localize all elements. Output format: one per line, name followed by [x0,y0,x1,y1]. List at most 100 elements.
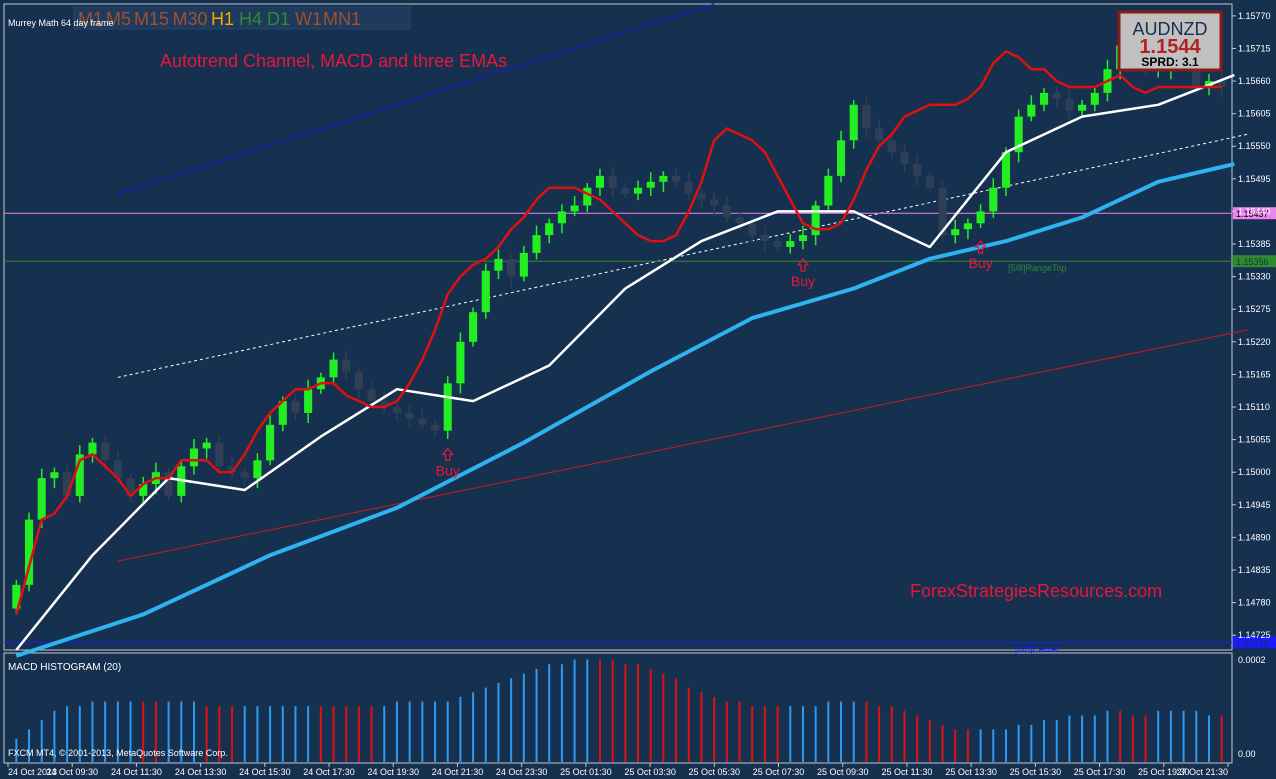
y-tick-label: 1.15330 [1238,272,1271,282]
candle-body [1014,116,1023,153]
symbol-name: AUDNZD [1133,19,1208,39]
x-tick-label: 24 Oct 11:30 [111,767,162,777]
candle-body [1027,104,1036,117]
candle-body [469,312,478,342]
candle-body [88,442,97,455]
y-tick-label: 1.14835 [1238,565,1271,575]
symbol-price: 1.1544 [1139,36,1201,58]
x-tick-label: 24 Oct 13:30 [175,767,227,777]
candle-body [50,472,59,479]
candle-body [227,466,237,473]
candle-body [519,252,528,277]
x-tick-label: 24 Oct 19:30 [367,767,419,777]
candle-body [646,181,655,188]
timeframe-m15: M15 [134,9,169,29]
candle-body [583,187,592,206]
candle-body [63,472,72,496]
level-tag-text: 1.15437 [1236,209,1269,219]
murrey-label: [4/8]Center [1015,644,1060,654]
y-tick-label: 1.14780 [1238,598,1271,608]
y-tick-label: 1.15165 [1238,369,1271,379]
candle-body [773,241,782,247]
candle-body [811,205,820,236]
timeframe-d1: D1 [267,9,290,29]
candle-body [532,235,541,253]
x-tick-label: 25 Oct 19:30 [1138,767,1190,777]
candle-body [786,241,795,247]
x-tick-label: 24 Oct 21:30 [432,767,484,777]
candle-body [722,205,731,218]
x-tick-label: 25 Oct 15:30 [1010,767,1062,777]
y-tick-label: 1.15055 [1238,435,1271,445]
chart-title: Autotrend Channel, MACD and three EMAs [160,51,507,71]
y-tick-label: 1.15440 [1238,206,1271,216]
watermark: ForexStrategiesResources.com [910,581,1162,601]
candle-body [418,418,427,425]
candle-body [1039,92,1049,105]
x-tick-label: 24 Oct 15:30 [239,767,291,777]
candle-body [710,199,719,206]
candle-body [545,223,554,236]
candle-body [976,211,985,224]
symbol-box: AUDNZD 1.1544 SPRD: 3.1 [1117,10,1223,72]
candle-body [849,104,858,141]
candle-body [1052,92,1061,99]
candle-body [507,258,516,277]
y-tick-label: 1.15275 [1238,304,1271,314]
candle-body [938,187,947,236]
candle-body [836,140,846,176]
candle-body [1078,104,1087,111]
ema-fast-line [15,50,1222,615]
x-tick-label: 24 Oct 09:30 [46,767,98,777]
y-tick-label: 1.15495 [1238,174,1271,184]
buy-arrow-icon [796,257,810,272]
candle-body [1001,152,1011,188]
candle-body [75,454,84,496]
candle-body [481,270,490,313]
candle-body [139,484,148,496]
murrey-label: [5/8]RangeTop [1008,263,1067,273]
indicator-name: Murrey Math 64 day frame [8,18,114,28]
candle-body [748,223,757,236]
candle-body [570,205,579,212]
x-tick-label: 24 Oct 2013 [8,767,57,777]
candle-body [672,175,681,182]
candle-body [329,359,338,378]
candle-body [215,442,224,467]
candle-body [266,424,275,461]
macd-axis-label: 0.0002 [1238,655,1266,665]
candle-body [113,460,122,479]
candle-body [621,187,630,194]
candle-body [253,460,262,479]
candle-body [595,175,605,188]
channel-lower-line [117,329,1248,562]
buy-arrow-icon [974,240,987,254]
candle-body [164,472,173,496]
channel-mid-line [117,133,1248,378]
candle-body [1217,81,1226,87]
candle-body [494,258,503,271]
timeframe-m5: M5 [106,9,131,29]
candle-body [126,478,135,496]
symbol-spread: SPRD: 3.1 [1141,55,1199,69]
timeframe-bar [73,6,411,30]
y-tick-label: 1.15660 [1238,76,1271,86]
timeframe-w1: W1 [295,9,322,29]
x-tick-label: 24 Oct 17:30 [303,767,355,777]
x-tick-label: 25 Oct 13:30 [945,767,997,777]
candle-body [824,175,833,206]
buy-signal-label: Buy [969,255,993,271]
candle-body [380,401,389,408]
candle-body [1090,92,1099,105]
buy-signal-label: Buy [791,273,815,289]
candle-body [189,448,199,467]
candle-body [392,407,402,413]
y-tick-label: 1.15550 [1238,141,1271,151]
candle-body [913,164,922,176]
macd-label: MACD HISTOGRAM (20) [8,662,121,673]
timeframe-h4: H4 [239,9,262,29]
candle-body [24,519,34,585]
candle-body [304,389,313,413]
candle-body [608,175,617,188]
